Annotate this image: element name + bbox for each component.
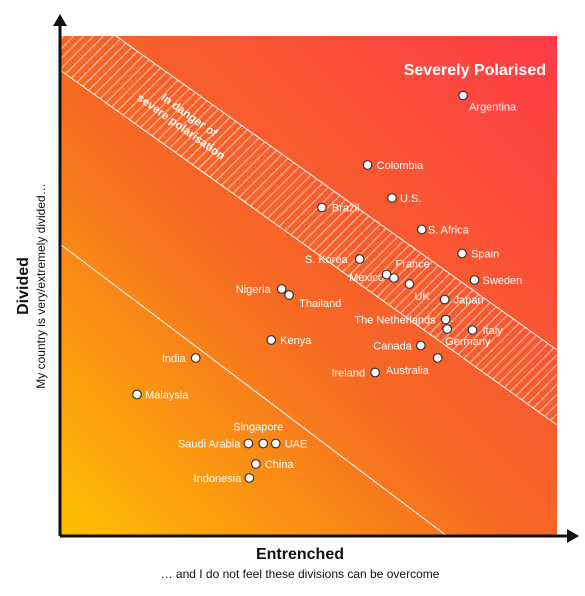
label-s-africa: S. Africa [428,225,470,237]
point-kenya [266,335,277,345]
data-points: Argentina Colombia U.S. Brazil S. AfricaSpai… [132,90,522,485]
label-sweden: Sweden [482,275,522,287]
point-singapore [258,438,269,449]
point-indonesia [244,473,255,483]
point-u-s [387,193,397,203]
point-france [381,269,392,280]
y-axis-subtitle: My country is very/extremely divided… [34,183,48,388]
y-axis-arrow-icon [53,14,67,26]
point-colombia [362,160,373,170]
label-s-korea: S. Korea [305,254,349,266]
point-thailand [284,290,295,300]
label-china: China [265,459,295,471]
label-kenya: Kenya [280,335,312,347]
label-brazil: Brazil [332,203,360,215]
point-italy [467,325,478,335]
danger-zone-boundary [59,69,558,426]
point-sweden [469,275,480,285]
label-spain: Spain [471,249,499,261]
label-france: France [396,259,430,271]
label-thailand: Thailand [299,298,341,310]
point-spain [457,248,467,259]
label-australia: Australia [386,365,430,377]
severe-zone-title: Severely Polarised [404,62,546,79]
point-s-africa [416,224,427,235]
label-ireland: Ireland [331,368,365,380]
point-malaysia [132,389,142,400]
point-australia [432,353,443,363]
label-canada: Canada [373,341,412,353]
point-argentina [458,90,468,101]
label-singapore: Singapore [233,422,283,434]
point-india [190,353,201,363]
danger-zone-band [60,36,557,425]
label-colombia: Colombia [377,160,424,172]
label-japan: Japan [454,295,484,307]
point-japan [439,294,450,305]
entrenched-boundary [59,243,448,537]
point-brazil [317,202,327,213]
point-uk [404,279,415,289]
point-nigeria [276,284,287,294]
severe-zone-boundary [115,35,558,351]
point-germany [442,324,453,334]
y-axis-title: Divided [15,257,32,315]
label-u-s: U.S. [400,193,421,205]
label-india: India [162,353,187,365]
label-the-netherlands: The Netherlands [354,315,436,327]
label-nigeria: Nigeria [236,284,272,296]
point-saudi-arabia [243,438,254,449]
label-italy: Italy [483,325,504,337]
point-the-netherlands [440,314,451,325]
label-uk: UK [414,291,430,303]
point-uae [270,438,281,449]
point-ireland [370,367,380,378]
x-axis-arrow-icon [567,529,579,543]
x-axis-title: Entrenched [256,546,344,563]
label-malaysia: Malaysia [145,390,189,402]
point-canada [415,340,426,351]
x-axis-subtitle: … and I do not feel these divisions can … [161,567,440,581]
point-china [250,459,261,469]
label-mexico: Mexico [349,272,384,284]
label-indonesia: Indonesia [194,473,243,485]
label-uae: UAE [285,439,308,451]
label-argentina: Argentina [469,102,517,114]
label-germany: Germany [445,336,491,348]
point-s-korea [354,254,365,264]
label-saudi-arabia: Saudi Arabia [178,439,241,451]
